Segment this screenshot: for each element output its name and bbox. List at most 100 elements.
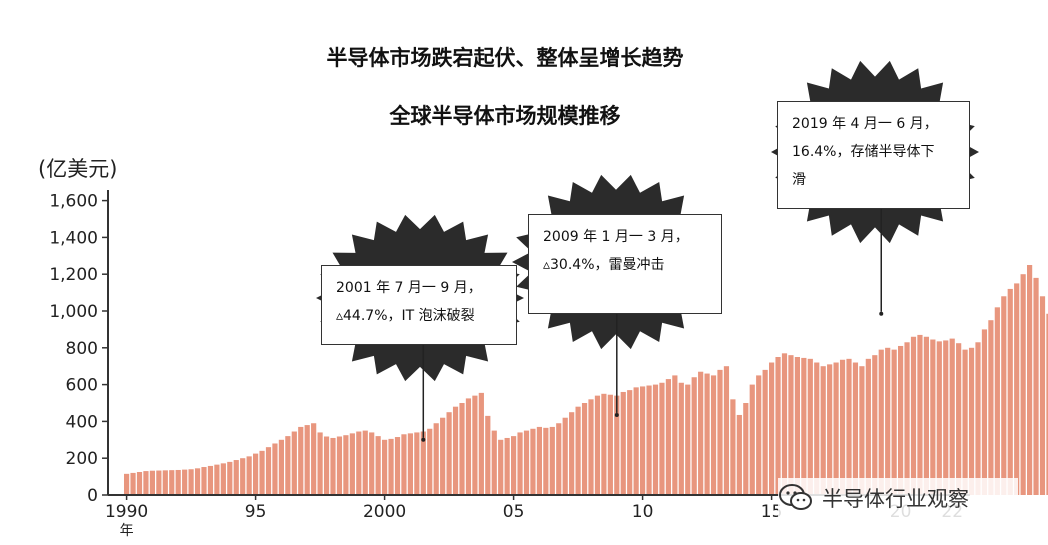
callout-text-line: ▵30.4%，雷曼冲击 <box>543 257 665 273</box>
bar <box>743 403 749 495</box>
bar <box>827 364 833 495</box>
bar <box>788 355 794 495</box>
bar <box>633 387 639 495</box>
callout-marker <box>421 437 426 442</box>
bar <box>659 382 665 495</box>
bar-series <box>124 265 1048 495</box>
bar <box>465 398 472 495</box>
bar <box>569 412 575 495</box>
bar <box>194 468 201 495</box>
bar <box>775 357 781 495</box>
bar <box>627 390 633 495</box>
bar <box>878 349 884 495</box>
bar <box>756 375 762 495</box>
bar <box>678 382 684 495</box>
bar <box>536 426 542 495</box>
bar <box>988 320 994 495</box>
bar <box>143 471 149 495</box>
bar <box>317 432 323 495</box>
y-tick-label: 1,600 <box>49 192 98 212</box>
bar <box>994 307 1000 495</box>
bar <box>491 430 497 495</box>
bar <box>865 358 871 495</box>
bar <box>898 345 904 495</box>
bar <box>846 358 852 495</box>
bar <box>543 427 549 495</box>
bar <box>169 470 175 495</box>
bar <box>349 433 355 495</box>
bar <box>291 431 297 495</box>
bar <box>1027 265 1033 495</box>
bar <box>188 469 194 495</box>
bar <box>852 362 859 495</box>
bar <box>440 417 446 495</box>
bar <box>975 342 981 495</box>
bar <box>375 436 381 495</box>
bar <box>691 377 697 495</box>
bar <box>265 447 272 495</box>
bar <box>336 436 343 495</box>
callout-leaders <box>421 209 884 442</box>
bar <box>414 432 420 495</box>
bar <box>859 366 865 495</box>
bar <box>652 384 659 495</box>
bar <box>672 375 678 495</box>
bar <box>904 342 910 495</box>
bar <box>801 357 807 495</box>
bar <box>968 347 975 495</box>
bar <box>382 439 388 495</box>
bar <box>369 432 375 495</box>
bar <box>956 343 962 495</box>
bar <box>459 403 465 495</box>
bar <box>556 423 562 495</box>
bar <box>124 473 130 495</box>
bar <box>220 463 226 495</box>
bar <box>910 336 917 495</box>
bar <box>814 362 820 495</box>
bar <box>769 362 775 495</box>
bar <box>736 414 742 495</box>
bar <box>1039 296 1046 495</box>
bar <box>472 395 478 495</box>
watermark: 半导体行业观察 <box>778 478 1018 518</box>
callout-text-line: 2019 年 4 月一 6 月， <box>792 116 938 132</box>
bar <box>246 456 252 495</box>
bar <box>936 341 942 495</box>
x-tick-label: 2000 <box>363 502 406 522</box>
bar <box>388 438 394 495</box>
bar <box>962 349 968 495</box>
callout-text-line: 2001 年 7 月一 9 月， <box>336 280 482 296</box>
bar <box>891 349 897 495</box>
bar <box>562 417 568 495</box>
bar <box>401 434 407 495</box>
callout-text-line: 滑 <box>792 172 806 188</box>
bar <box>240 458 246 495</box>
bar <box>698 371 704 495</box>
bar <box>704 373 710 495</box>
callout-text-line: 2009 年 1 月一 3 月， <box>543 229 689 245</box>
bar <box>730 399 736 495</box>
callout-text-line: 16.4%，存储半导体下 <box>792 144 935 160</box>
callout-text-line: ▵44.7%，IT 泡沫破裂 <box>336 308 475 324</box>
bar <box>588 399 594 495</box>
bar <box>156 470 162 495</box>
bar <box>646 385 652 495</box>
bar <box>575 406 581 495</box>
bar <box>1046 313 1048 495</box>
bar <box>717 369 723 495</box>
y-tick-label: 600 <box>66 376 98 396</box>
bar <box>640 386 646 495</box>
bar <box>259 450 265 495</box>
bar <box>304 425 310 495</box>
bar <box>201 467 207 495</box>
bar <box>330 437 336 495</box>
bar <box>794 357 800 495</box>
bar <box>427 428 433 495</box>
bar <box>1001 296 1007 495</box>
bar <box>311 423 317 495</box>
bar <box>149 470 155 495</box>
bar <box>446 412 452 495</box>
bar <box>949 338 955 495</box>
bar <box>1007 288 1013 495</box>
bar <box>762 369 768 495</box>
